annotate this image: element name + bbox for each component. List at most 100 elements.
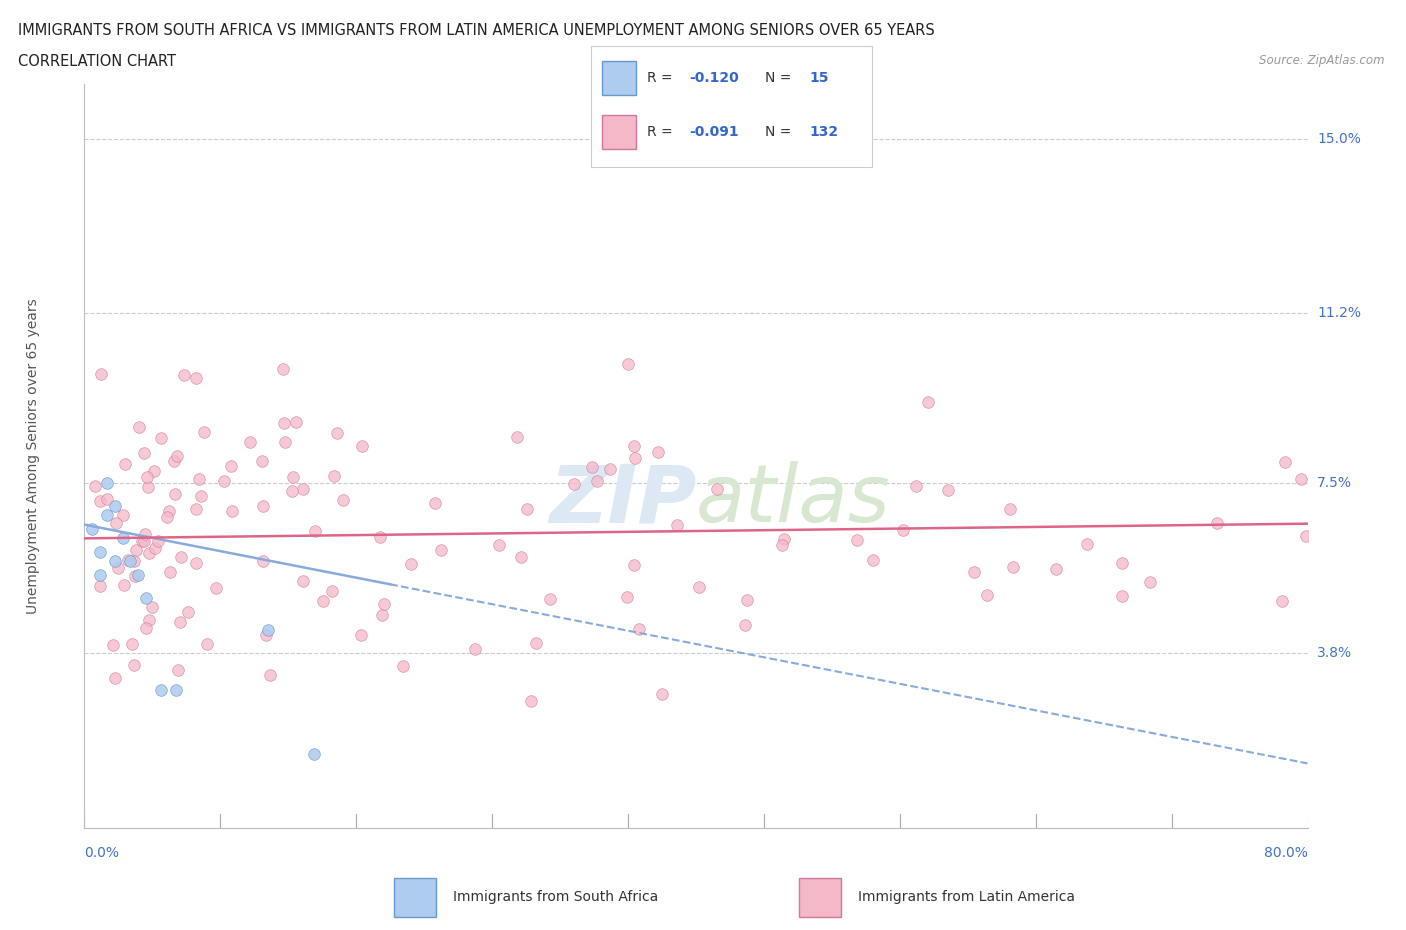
Point (138, 546, 160, 561)
Point (104, 554, 127, 569)
Text: 132: 132 (810, 126, 839, 140)
Point (136, 479, 159, 494)
Point (135, 470, 157, 485)
Point (111, 531, 134, 546)
Point (770, 538, 793, 552)
Point (350, 628, 373, 643)
Text: 15: 15 (810, 71, 830, 85)
Point (1205, 516, 1227, 531)
Point (917, 394, 939, 409)
Text: Unemployment Among Seniors over 65 years: Unemployment Among Seniors over 65 years (25, 298, 39, 614)
Point (125, 542, 148, 557)
Point (401, 556, 423, 571)
Point (250, 454, 273, 469)
Bar (602, 115, 636, 150)
Point (107, 560, 129, 575)
Text: Immigrants from Latin America: Immigrants from Latin America (858, 890, 1074, 905)
Text: 11.2%: 11.2% (1317, 306, 1361, 320)
Point (239, 435, 262, 450)
Point (159, 565, 181, 579)
Point (650, 686, 672, 701)
Point (1270, 594, 1292, 609)
Point (212, 473, 235, 488)
Bar (799, 878, 841, 917)
Text: -0.091: -0.091 (689, 126, 738, 140)
Point (735, 593, 758, 608)
Point (624, 450, 647, 465)
Point (146, 533, 169, 548)
Point (157, 504, 180, 519)
Point (104, 671, 127, 685)
Point (219, 458, 242, 473)
Point (627, 622, 650, 637)
Point (1289, 472, 1312, 486)
Point (891, 523, 914, 538)
Point (131, 534, 153, 549)
Point (138, 612, 160, 627)
Point (623, 438, 645, 453)
Text: 0.0%: 0.0% (84, 846, 120, 860)
Point (190, 489, 212, 504)
Point (734, 618, 756, 632)
Point (425, 496, 447, 511)
Text: R =: R = (647, 71, 676, 85)
Point (101, 638, 124, 653)
Point (96, 476, 118, 491)
Point (89, 567, 111, 582)
Point (773, 531, 796, 546)
Point (165, 683, 187, 698)
Point (963, 565, 986, 579)
Text: atlas: atlas (696, 461, 891, 539)
Point (89, 494, 111, 509)
Point (104, 498, 127, 513)
Point (143, 540, 166, 555)
Point (623, 558, 645, 573)
Point (936, 483, 959, 498)
Point (373, 596, 395, 611)
Point (149, 431, 172, 445)
Point (135, 591, 157, 605)
Point (1320, 458, 1343, 473)
Point (163, 454, 186, 469)
Point (132, 533, 155, 548)
Point (862, 552, 884, 567)
Point (510, 550, 533, 565)
Point (302, 747, 325, 762)
Point (167, 663, 190, 678)
Point (326, 425, 349, 440)
Point (169, 614, 191, 629)
Point (1045, 562, 1067, 577)
Point (391, 658, 413, 673)
Text: ZIP: ZIP (548, 461, 696, 539)
Point (252, 554, 274, 569)
Point (283, 469, 305, 484)
Point (1001, 560, 1024, 575)
Point (304, 524, 326, 538)
Point (187, 472, 209, 486)
Point (163, 486, 186, 501)
Point (89, 578, 111, 593)
Point (186, 501, 208, 516)
Point (904, 479, 927, 494)
Point (221, 504, 243, 519)
Point (321, 584, 343, 599)
Point (616, 590, 638, 604)
Point (520, 694, 543, 709)
Point (688, 579, 710, 594)
Point (323, 469, 346, 484)
Bar (394, 878, 436, 917)
Text: 7.5%: 7.5% (1317, 476, 1353, 490)
Text: Immigrants from South Africa: Immigrants from South Africa (453, 890, 658, 905)
Point (274, 434, 297, 449)
Point (1111, 556, 1133, 571)
Point (706, 482, 728, 497)
Point (1295, 528, 1317, 543)
Text: 80.0%: 80.0% (1264, 846, 1308, 860)
Point (845, 533, 868, 548)
Point (114, 457, 136, 472)
Point (205, 580, 228, 595)
Point (368, 529, 391, 544)
Point (524, 635, 547, 650)
Point (371, 607, 394, 622)
Point (80, 522, 103, 537)
